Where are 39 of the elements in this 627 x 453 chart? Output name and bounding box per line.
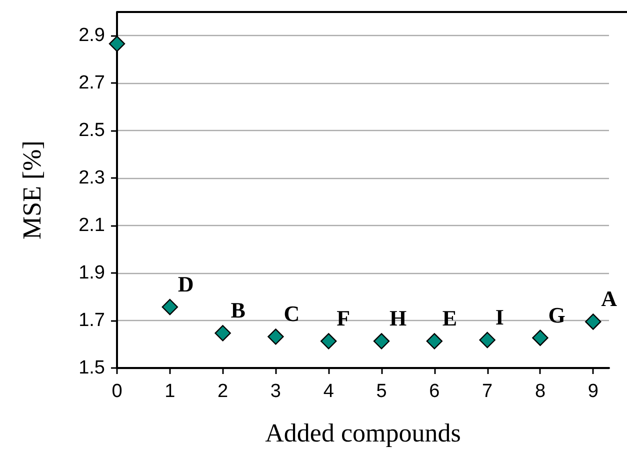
annotation: A xyxy=(601,286,618,312)
point xyxy=(426,333,443,350)
point xyxy=(268,328,284,345)
y-tick-label: 1.9 xyxy=(78,262,105,284)
point xyxy=(162,298,178,316)
x-tick-label: 7 xyxy=(482,381,493,402)
x-tick-label: 4 xyxy=(323,381,334,402)
annotation: B xyxy=(230,298,246,323)
x-tick-label: 6 xyxy=(429,381,440,402)
y-tick-label: 2.3 xyxy=(78,168,105,189)
point xyxy=(479,332,496,348)
x-axis-title: Added compounds xyxy=(265,418,461,448)
x-tick-label: 5 xyxy=(376,381,387,402)
point xyxy=(585,314,602,330)
annotation: D xyxy=(178,272,194,297)
annotation: H xyxy=(390,306,407,331)
y-tick-label: 2.1 xyxy=(78,215,105,236)
point xyxy=(214,325,231,342)
point xyxy=(320,333,337,350)
x-tick-label: 8 xyxy=(534,381,546,402)
point xyxy=(373,333,390,350)
y-axis-title: MSE [%] xyxy=(18,140,46,240)
annotation: F xyxy=(336,306,350,331)
annotation: E xyxy=(442,306,458,331)
y-tick-label: 1.5 xyxy=(78,358,105,378)
x-tick-label: 3 xyxy=(270,381,281,402)
x-tick-label: 1 xyxy=(164,381,176,402)
y-tick-label: 2.5 xyxy=(78,120,105,142)
annotation: G xyxy=(548,302,566,328)
annotation: C xyxy=(284,301,300,326)
y-tick-label: 2.9 xyxy=(78,25,105,46)
point xyxy=(532,330,548,346)
annotation: I xyxy=(495,304,504,330)
y-tick-label: 2.7 xyxy=(78,72,105,94)
x-tick-label: 9 xyxy=(588,381,598,402)
x-tick-label: 0 xyxy=(112,381,122,402)
x-tick-label: 2 xyxy=(218,381,228,402)
point xyxy=(108,36,126,52)
y-tick-label: 1.7 xyxy=(78,310,105,332)
